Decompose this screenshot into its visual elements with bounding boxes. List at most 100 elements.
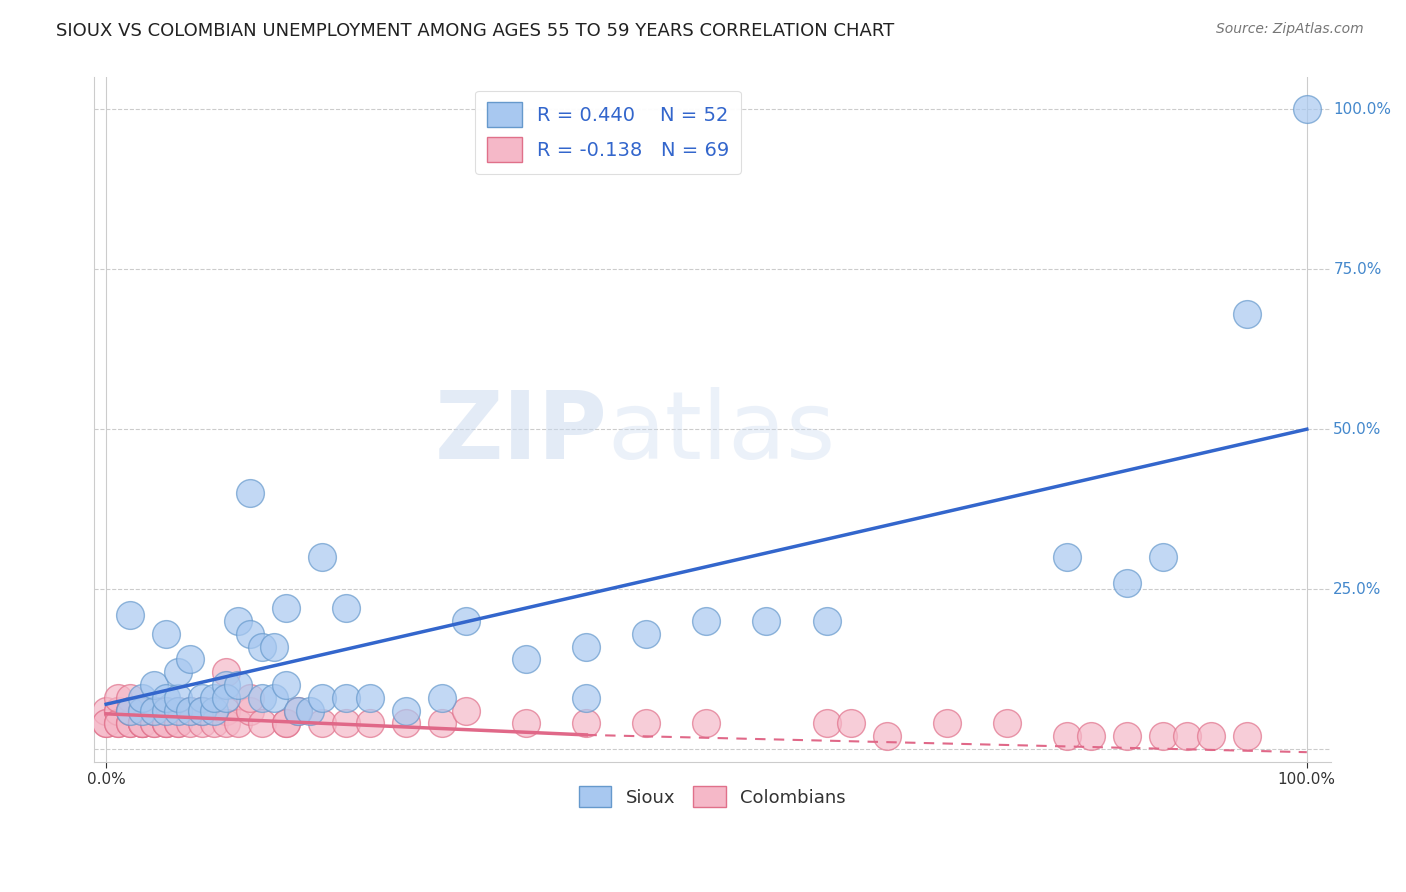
Point bbox=[276, 716, 298, 731]
Point bbox=[167, 690, 190, 705]
Point bbox=[1115, 729, 1137, 743]
Point bbox=[695, 716, 717, 731]
Point bbox=[755, 614, 778, 628]
Point bbox=[143, 716, 166, 731]
Point bbox=[1175, 729, 1198, 743]
Point bbox=[131, 716, 153, 731]
Point bbox=[695, 614, 717, 628]
Text: atlas: atlas bbox=[607, 387, 835, 479]
Point bbox=[155, 690, 177, 705]
Point bbox=[120, 704, 142, 718]
Point bbox=[215, 716, 238, 731]
Point bbox=[131, 716, 153, 731]
Point bbox=[636, 627, 658, 641]
Point bbox=[107, 704, 129, 718]
Point bbox=[155, 716, 177, 731]
Point bbox=[839, 716, 862, 731]
Point bbox=[94, 716, 117, 731]
Point bbox=[1080, 729, 1102, 743]
Point bbox=[432, 690, 454, 705]
Point bbox=[276, 716, 298, 731]
Text: ZIP: ZIP bbox=[434, 387, 607, 479]
Point bbox=[155, 704, 177, 718]
Point bbox=[395, 716, 418, 731]
Point bbox=[143, 678, 166, 692]
Text: SIOUX VS COLOMBIAN UNEMPLOYMENT AMONG AGES 55 TO 59 YEARS CORRELATION CHART: SIOUX VS COLOMBIAN UNEMPLOYMENT AMONG AG… bbox=[56, 22, 894, 40]
Point bbox=[143, 704, 166, 718]
Point bbox=[456, 614, 478, 628]
Point bbox=[143, 716, 166, 731]
Text: 100.0%: 100.0% bbox=[1333, 102, 1392, 117]
Point bbox=[120, 704, 142, 718]
Point bbox=[239, 704, 262, 718]
Point bbox=[202, 704, 225, 718]
Point bbox=[107, 690, 129, 705]
Point bbox=[215, 690, 238, 705]
Point bbox=[191, 704, 214, 718]
Point bbox=[167, 704, 190, 718]
Point bbox=[276, 678, 298, 692]
Point bbox=[287, 704, 309, 718]
Point bbox=[167, 704, 190, 718]
Point bbox=[131, 704, 153, 718]
Point bbox=[876, 729, 898, 743]
Point bbox=[131, 716, 153, 731]
Point bbox=[94, 716, 117, 731]
Legend: Sioux, Colombians: Sioux, Colombians bbox=[572, 779, 853, 814]
Point bbox=[226, 678, 249, 692]
Point bbox=[239, 627, 262, 641]
Point bbox=[250, 716, 273, 731]
Point bbox=[143, 704, 166, 718]
Point bbox=[239, 690, 262, 705]
Point bbox=[107, 716, 129, 731]
Point bbox=[432, 716, 454, 731]
Point bbox=[575, 690, 598, 705]
Point bbox=[191, 704, 214, 718]
Point bbox=[995, 716, 1018, 731]
Point bbox=[395, 704, 418, 718]
Point bbox=[120, 716, 142, 731]
Point bbox=[1199, 729, 1222, 743]
Point bbox=[120, 704, 142, 718]
Point bbox=[167, 665, 190, 680]
Point bbox=[215, 704, 238, 718]
Point bbox=[107, 716, 129, 731]
Point bbox=[94, 704, 117, 718]
Point bbox=[515, 652, 537, 666]
Point bbox=[120, 607, 142, 622]
Point bbox=[250, 640, 273, 654]
Point bbox=[179, 704, 201, 718]
Point bbox=[131, 716, 153, 731]
Point bbox=[311, 550, 333, 565]
Point bbox=[155, 716, 177, 731]
Point bbox=[179, 716, 201, 731]
Point bbox=[143, 704, 166, 718]
Point bbox=[263, 640, 285, 654]
Point bbox=[191, 716, 214, 731]
Point bbox=[131, 704, 153, 718]
Point bbox=[239, 486, 262, 500]
Point bbox=[226, 716, 249, 731]
Point bbox=[131, 690, 153, 705]
Point bbox=[1056, 729, 1078, 743]
Point bbox=[191, 690, 214, 705]
Point bbox=[299, 704, 322, 718]
Point bbox=[179, 652, 201, 666]
Point bbox=[226, 614, 249, 628]
Point bbox=[335, 601, 357, 615]
Point bbox=[215, 665, 238, 680]
Point bbox=[287, 704, 309, 718]
Point bbox=[120, 716, 142, 731]
Point bbox=[311, 690, 333, 705]
Point bbox=[636, 716, 658, 731]
Point bbox=[179, 704, 201, 718]
Point bbox=[815, 614, 838, 628]
Point bbox=[202, 690, 225, 705]
Text: Source: ZipAtlas.com: Source: ZipAtlas.com bbox=[1216, 22, 1364, 37]
Text: 50.0%: 50.0% bbox=[1333, 422, 1382, 437]
Point bbox=[335, 716, 357, 731]
Point bbox=[1115, 575, 1137, 590]
Point bbox=[143, 704, 166, 718]
Point bbox=[1152, 729, 1174, 743]
Text: 75.0%: 75.0% bbox=[1333, 262, 1382, 277]
